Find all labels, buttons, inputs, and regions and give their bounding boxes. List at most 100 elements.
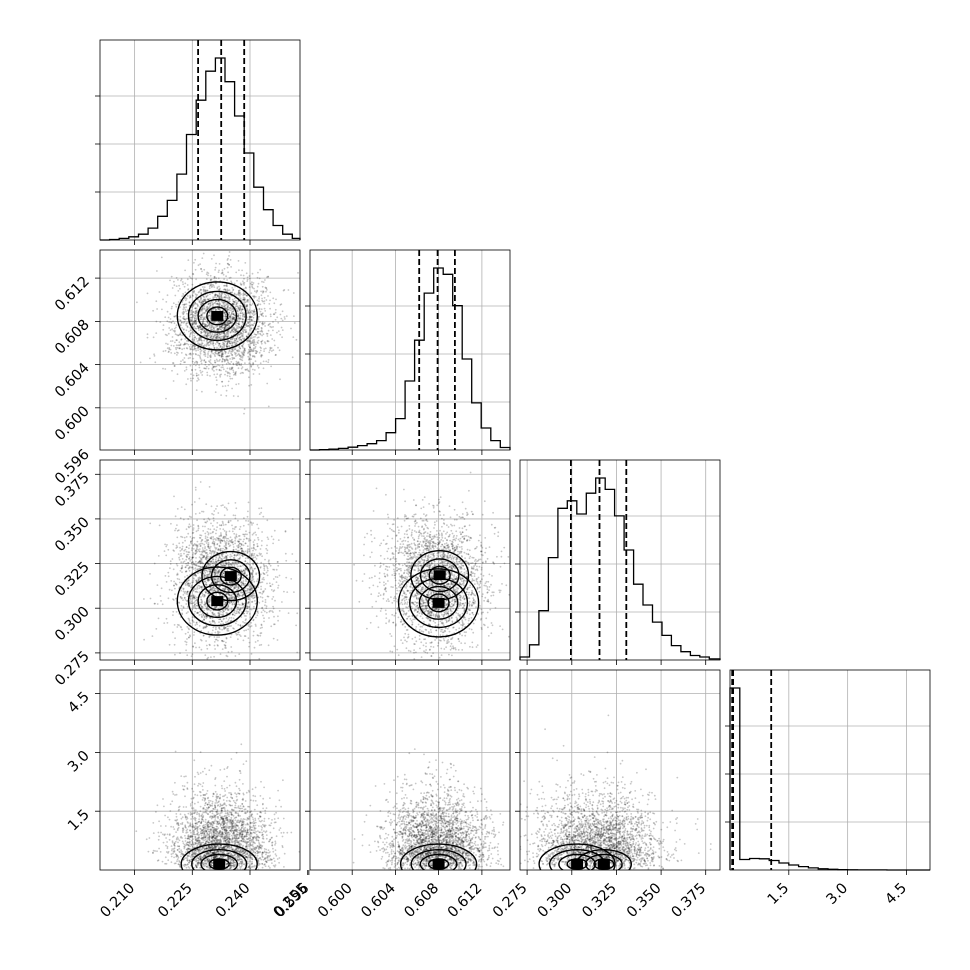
sample-point xyxy=(197,579,199,582)
sample-point xyxy=(219,321,222,324)
sample-point xyxy=(227,608,230,611)
sample-point xyxy=(252,630,255,633)
sample-point xyxy=(232,316,235,319)
sample-point xyxy=(243,347,246,350)
sample-point xyxy=(270,625,273,628)
sample-point xyxy=(231,353,233,356)
sample-point xyxy=(220,553,223,556)
sample-point xyxy=(200,328,202,331)
sample-point xyxy=(227,629,230,632)
sample-point xyxy=(216,346,218,349)
sample-point xyxy=(204,300,207,303)
sample-point xyxy=(214,336,217,339)
sample-point xyxy=(234,305,237,307)
sample-point xyxy=(212,336,215,338)
sample-point xyxy=(255,625,257,627)
sample-point xyxy=(239,624,242,626)
sample-point xyxy=(247,588,250,590)
sample-point xyxy=(188,585,191,587)
sample-point xyxy=(187,582,190,585)
sample-point xyxy=(254,320,256,323)
sample-point xyxy=(175,563,178,565)
sample-point xyxy=(216,526,219,528)
sample-point xyxy=(184,599,187,601)
sample-point xyxy=(248,548,251,550)
sample-point xyxy=(203,296,206,299)
sample-point xyxy=(266,276,268,278)
sample-point xyxy=(244,286,247,289)
sample-point xyxy=(189,327,192,329)
sample-point xyxy=(215,561,218,564)
sample-point xyxy=(217,559,220,562)
sample-point xyxy=(239,307,242,310)
sample-point xyxy=(259,346,262,349)
sample-point xyxy=(233,357,236,360)
sample-point xyxy=(266,567,269,570)
sample-point xyxy=(193,316,195,319)
sample-point xyxy=(293,322,296,324)
sample-point xyxy=(235,303,238,306)
sample-point xyxy=(213,664,215,666)
sample-point xyxy=(236,279,238,282)
sample-point xyxy=(278,349,281,352)
sample-point xyxy=(200,303,202,306)
sample-point xyxy=(268,351,271,354)
sample-point xyxy=(250,324,252,327)
sample-point xyxy=(194,320,197,323)
sample-point xyxy=(220,532,222,534)
sample-point xyxy=(205,344,208,347)
sample-point xyxy=(246,606,248,609)
sample-point xyxy=(193,322,195,325)
sample-point xyxy=(252,592,255,595)
sample-point xyxy=(174,333,177,336)
sample-point xyxy=(233,374,235,376)
sample-point xyxy=(242,280,244,283)
sample-point xyxy=(221,269,224,272)
sample-point xyxy=(247,349,250,351)
sample-point xyxy=(204,361,207,364)
sample-point xyxy=(266,332,269,335)
sample-point xyxy=(226,336,229,339)
sample-point xyxy=(237,540,240,543)
sample-point xyxy=(216,307,219,310)
sample-point xyxy=(226,341,229,343)
sample-point xyxy=(188,301,191,303)
sample-point xyxy=(245,580,248,583)
sample-point xyxy=(247,301,249,303)
sample-point xyxy=(253,553,256,555)
sample-point xyxy=(201,547,204,549)
sample-point xyxy=(252,314,255,317)
sample-point xyxy=(263,573,266,575)
sample-point xyxy=(233,282,236,285)
sample-point xyxy=(195,557,197,559)
sample-point xyxy=(230,309,233,311)
sample-point xyxy=(195,599,198,602)
sample-point xyxy=(202,626,205,629)
sample-point xyxy=(191,360,194,363)
sample-point xyxy=(183,357,186,359)
sample-point xyxy=(225,547,228,550)
sample-point xyxy=(265,564,267,567)
sample-point xyxy=(203,671,205,673)
sample-point xyxy=(225,581,228,583)
sample-point xyxy=(217,342,220,345)
sample-point xyxy=(228,581,231,584)
sample-point xyxy=(228,597,231,600)
sample-point xyxy=(220,524,223,527)
sample-point xyxy=(186,638,188,640)
sample-point xyxy=(239,306,241,309)
sample-point xyxy=(205,325,208,328)
sample-point xyxy=(186,574,189,577)
sample-point xyxy=(231,329,234,332)
sample-point xyxy=(211,619,214,622)
sample-point xyxy=(231,311,233,313)
sample-point xyxy=(182,317,184,320)
sample-point xyxy=(215,262,218,265)
sample-point xyxy=(258,315,260,318)
sample-point xyxy=(240,543,243,545)
sample-point xyxy=(210,362,212,365)
sample-point xyxy=(272,326,274,328)
sample-point xyxy=(261,285,264,288)
sample-point xyxy=(227,300,230,302)
sample-point xyxy=(252,575,255,578)
